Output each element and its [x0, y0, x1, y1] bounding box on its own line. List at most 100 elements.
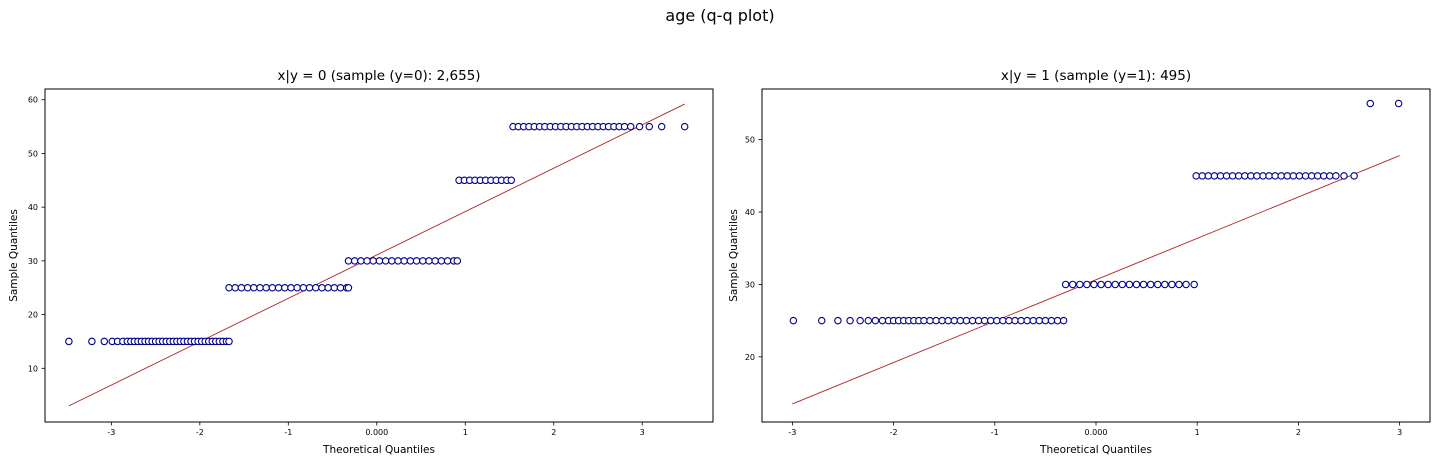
chart0-point-level-4 — [680, 122, 689, 131]
chart0-x-axis-label: Theoretical Quantiles — [322, 444, 435, 456]
chart1-point-level-2 — [1332, 172, 1340, 180]
chart1-point-level-1 — [1175, 280, 1183, 289]
chart0-point-level-1 — [330, 283, 339, 292]
chart1-point-level-0 — [834, 316, 842, 325]
chart1-point-level-1 — [1111, 280, 1119, 289]
chart0-point-level-1 — [231, 283, 239, 292]
chart1-point-level-2 — [1228, 172, 1237, 180]
chart1-point-level-2 — [1283, 172, 1292, 180]
chart1-fit-line — [792, 155, 1400, 405]
chart1-point-level-0 — [1017, 316, 1025, 325]
chart0-point-level-2 — [394, 257, 402, 265]
chart0-point-level-4 — [626, 122, 635, 131]
chart1-point-level-1 — [1076, 280, 1084, 289]
chart0-point-level-1 — [262, 283, 270, 292]
chart1-point-level-1 — [1153, 280, 1162, 289]
chart1-point-level-0 — [956, 316, 965, 325]
chart1-point-level-2 — [1295, 172, 1304, 180]
chart1-point-level-0 — [1041, 316, 1050, 325]
chart0-point-level-2 — [425, 257, 433, 265]
chart1-y-tick-label: 40 — [745, 208, 755, 217]
chart0-point-level-4 — [657, 122, 666, 131]
chart1-title: x|y = 1 (sample (y=1): 495) — [1001, 68, 1191, 84]
chart1-point-level-0 — [980, 316, 989, 325]
chart1-point-level-0 — [1005, 316, 1013, 325]
chart1-point-level-1 — [1068, 280, 1077, 289]
chart1-point-level-1 — [1083, 280, 1091, 289]
chart1-point-level-0 — [993, 316, 1001, 325]
chart1-point-level-2 — [1326, 172, 1334, 180]
chart1-point-level-2 — [1277, 172, 1285, 180]
chart1-point-level-0 — [986, 316, 995, 325]
chart1-point-level-0 — [1029, 316, 1037, 325]
chart0-y-tick-label: 40 — [28, 203, 38, 212]
chart1-y-tick-label: 50 — [745, 136, 755, 145]
chart0-point-level-2 — [437, 257, 446, 265]
chart0-point-level-1 — [274, 283, 283, 292]
chart0-point-level-2 — [412, 257, 421, 265]
chart1-x-tick-label: -2 — [890, 428, 898, 437]
chart0-x-tick-label: 3 — [640, 428, 645, 437]
chart0-point-level-1 — [250, 283, 258, 292]
chart1-point-level-1 — [1104, 280, 1112, 289]
chart0-point-level-0 — [65, 337, 73, 346]
chart1-point-level-1 — [1168, 280, 1176, 289]
chart1-point-level-0 — [1011, 316, 1019, 325]
chart0-point-level-2 — [369, 257, 377, 265]
chart1-point-level-2 — [1307, 172, 1316, 180]
chart1-y-tick-label: 20 — [745, 353, 755, 362]
chart1-point-level-2 — [1289, 172, 1298, 180]
chart0-point-level-2 — [388, 257, 396, 265]
chart1-point-level-0 — [962, 316, 971, 325]
chart0-fit-line — [68, 103, 685, 407]
chart0-point-level-2 — [350, 257, 359, 265]
chart0-point-level-1 — [324, 283, 332, 292]
chart1-point-level-2 — [1198, 172, 1207, 180]
chart0-point-level-1 — [311, 283, 320, 292]
chart1-point-level-1 — [1125, 280, 1134, 289]
chart0-point-level-0 — [100, 337, 109, 346]
chart0-point-level-1 — [268, 283, 277, 292]
chart0-point-level-1 — [305, 283, 314, 292]
chart1-point-level-2 — [1271, 172, 1279, 180]
chart1-point-level-0 — [1047, 316, 1056, 325]
chart1-point-level-0 — [999, 316, 1007, 325]
chart0-point-level-2 — [443, 257, 452, 265]
chart1-point-level-0 — [926, 316, 934, 325]
chart0-point-level-0 — [225, 337, 233, 346]
chart0-point-level-1 — [237, 283, 246, 292]
chart0-x-tick-label: 2 — [551, 428, 556, 437]
chart1-point-level-1 — [1146, 280, 1155, 289]
chart1-x-tick-label: 1 — [1195, 428, 1200, 437]
chart1-point-level-0 — [856, 316, 864, 325]
chart0-x-tick-label: 1 — [463, 428, 468, 437]
qq-plot-y0: x|y = 0 (sample (y=0): 2,655) -3 -2 -1 0.000… — [8, 68, 714, 456]
chart1-point-level-0 — [950, 316, 959, 325]
chart1-point-level-0 — [1035, 316, 1044, 325]
figure-title: age (q-q plot) — [665, 6, 775, 25]
chart1-point-level-0 — [1059, 316, 1068, 325]
chart1-point-level-2 — [1216, 172, 1225, 180]
chart1-point-level-2 — [1222, 172, 1231, 180]
chart0-y-tick-label: 50 — [28, 149, 38, 158]
chart1-point-level-3 — [1366, 99, 1375, 108]
chart0-point-level-2 — [453, 257, 462, 265]
chart1-point-level-0 — [920, 316, 928, 325]
chart0-point-level-4 — [645, 122, 654, 131]
chart1-point-level-1 — [1190, 280, 1198, 289]
chart1-point-level-2 — [1313, 172, 1322, 180]
chart1-point-level-0 — [1023, 316, 1031, 325]
chart0-point-level-1 — [336, 283, 345, 292]
chart0-point-level-2 — [400, 257, 408, 265]
chart0-y-tick-label: 10 — [28, 364, 38, 373]
chart1-point-level-0 — [1053, 316, 1062, 325]
chart0-point-level-2 — [381, 257, 390, 265]
chart1-x-tick-label: 3 — [1397, 428, 1402, 437]
chart0-point-level-1 — [243, 283, 252, 292]
chart0-y-axis-label: Sample Quantiles — [8, 209, 20, 302]
chart0-point-level-1 — [318, 283, 326, 292]
chart0-point-level-2 — [419, 257, 427, 265]
chart1-point-level-0 — [974, 316, 983, 325]
chart0-axes-frame — [44, 88, 714, 423]
chart1-point-level-2 — [1192, 172, 1200, 180]
